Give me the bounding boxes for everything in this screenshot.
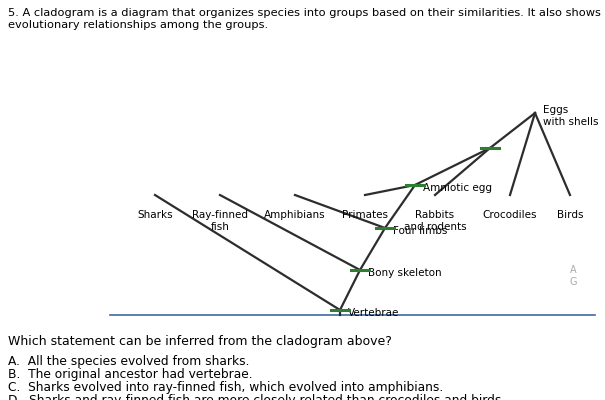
Text: Primates: Primates	[342, 210, 388, 220]
Text: Birds: Birds	[557, 210, 583, 220]
Text: A.  All the species evolved from sharks.: A. All the species evolved from sharks.	[8, 355, 249, 368]
Text: Which statement can be inferred from the cladogram above?: Which statement can be inferred from the…	[8, 335, 392, 348]
Text: Crocodiles: Crocodiles	[483, 210, 537, 220]
Text: 5. A cladogram is a diagram that organizes species into groups based on their si: 5. A cladogram is a diagram that organiz…	[8, 8, 601, 30]
Text: Bony skeleton: Bony skeleton	[368, 268, 442, 278]
Text: A
G: A G	[570, 265, 578, 286]
Text: Eggs
with shells: Eggs with shells	[543, 105, 598, 127]
Text: Ray-finned
fish: Ray-finned fish	[192, 210, 248, 232]
Text: D.  Sharks and ray-finned fish are more closely related than crocodiles and bird: D. Sharks and ray-finned fish are more c…	[8, 394, 505, 400]
Text: Four limbs: Four limbs	[393, 226, 447, 236]
Text: Vertebrae: Vertebrae	[348, 308, 399, 318]
Text: B.  The original ancestor had vertebrae.: B. The original ancestor had vertebrae.	[8, 368, 253, 381]
Text: Sharks: Sharks	[137, 210, 173, 220]
Text: C.  Sharks evolved into ray-finned fish, which evolved into amphibians.: C. Sharks evolved into ray-finned fish, …	[8, 381, 443, 394]
Text: Rabbits
and rodents: Rabbits and rodents	[404, 210, 466, 232]
Text: Amniotic egg: Amniotic egg	[423, 183, 492, 193]
Text: Amphibians: Amphibians	[264, 210, 326, 220]
